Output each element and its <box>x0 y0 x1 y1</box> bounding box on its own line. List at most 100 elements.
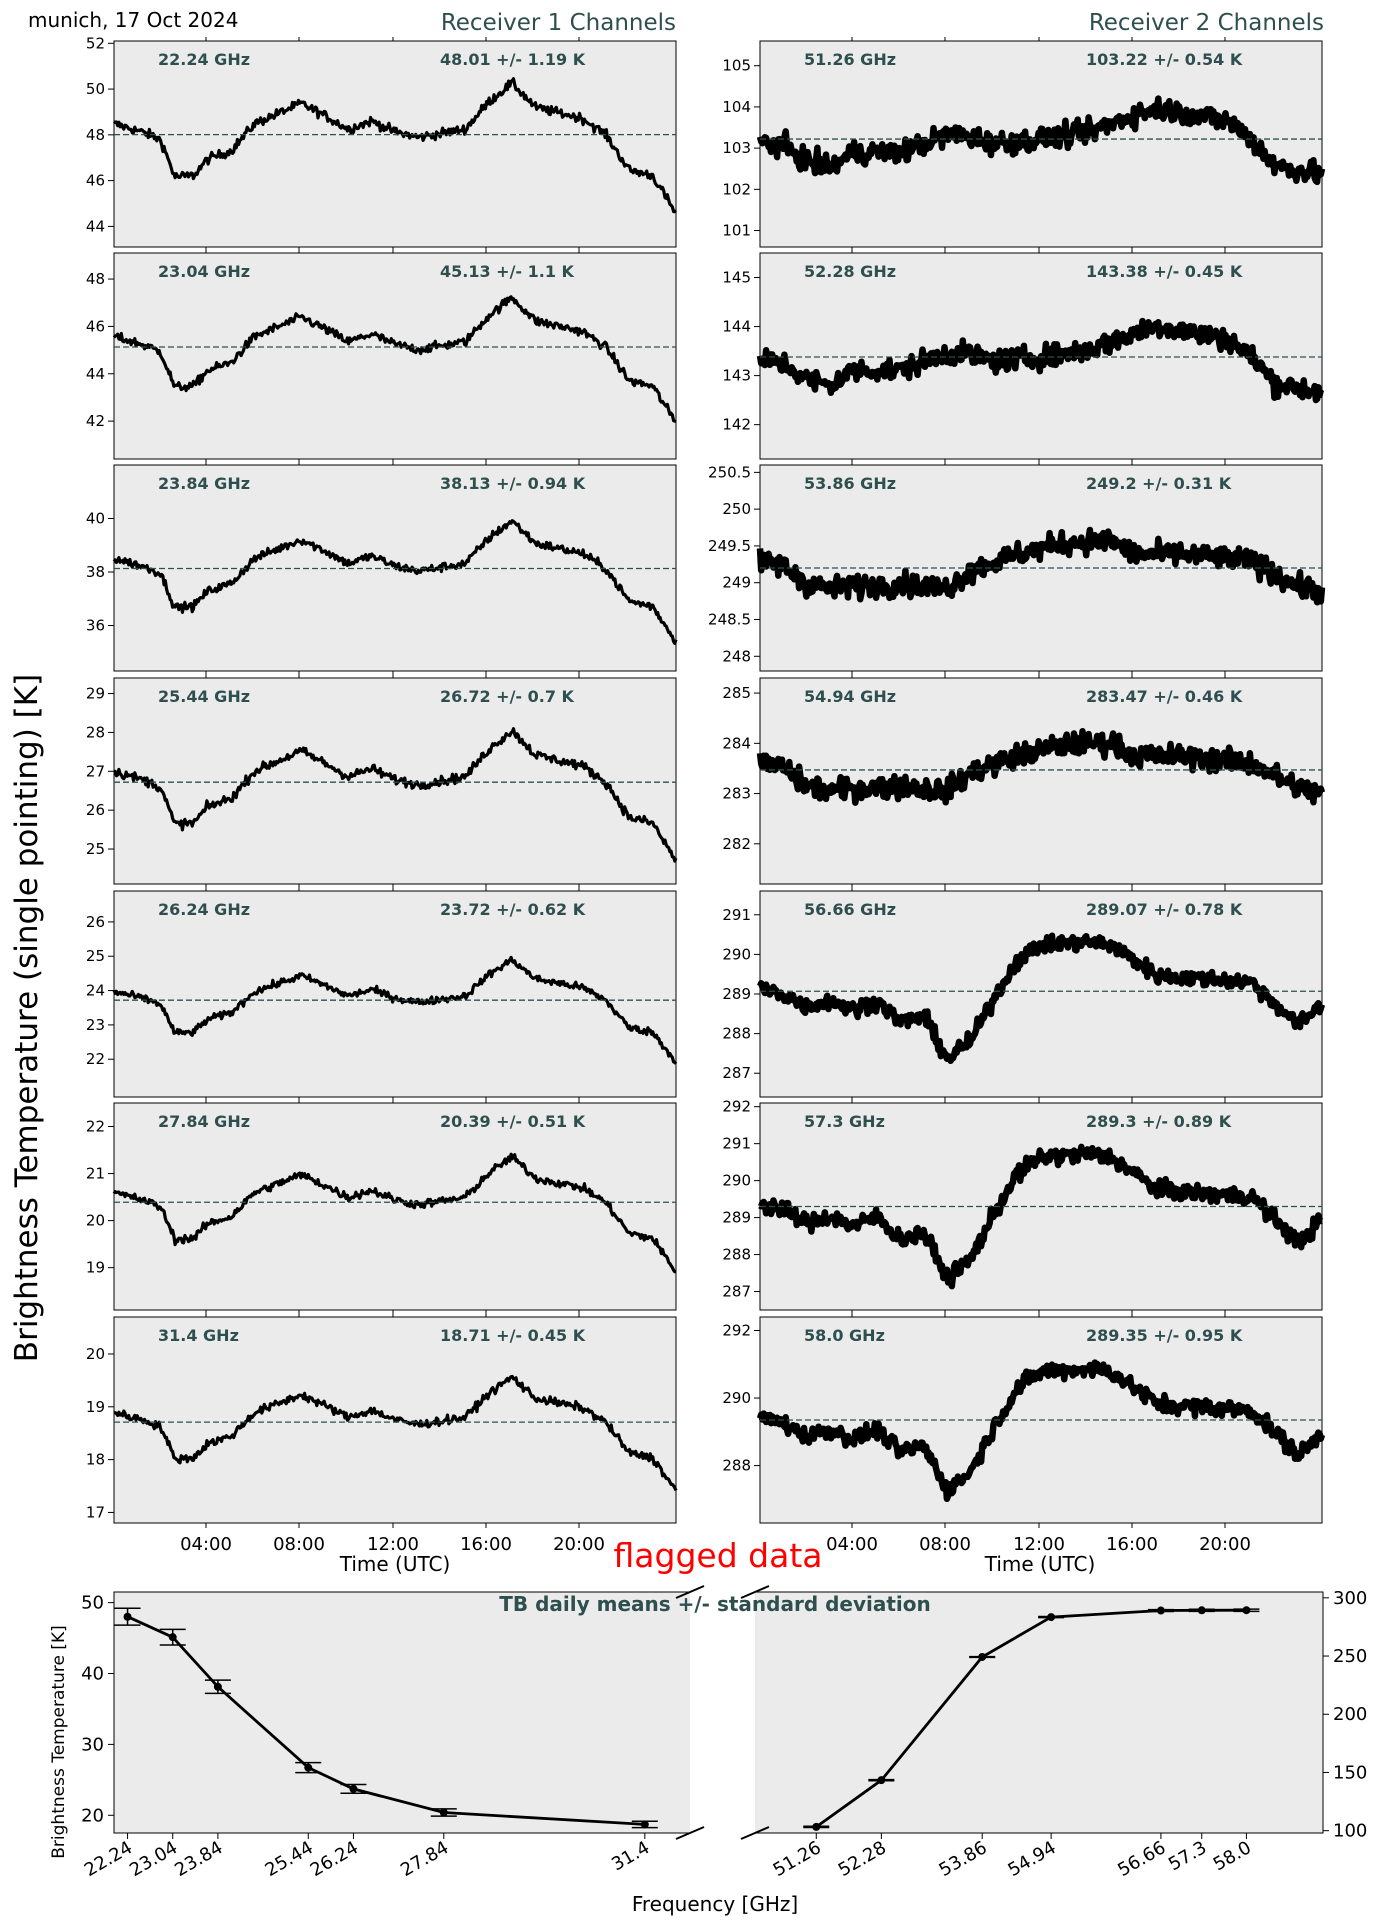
data-trace <box>757 932 1326 1065</box>
data-point <box>1047 1613 1056 1622</box>
data-point <box>304 1763 313 1772</box>
y-tick-label: 22 <box>86 1050 105 1068</box>
frequency-label: 56.66 GHz <box>804 900 896 919</box>
frequency-y-axis-label: Brightness Temperature [K] <box>49 1625 69 1859</box>
y-tick-label: 46 <box>86 172 105 190</box>
panel-background <box>113 252 677 460</box>
y-tick-label: 36 <box>86 617 105 635</box>
panel-r1-7: 17 18 19 20 31.4 GHz 18.71 +/- 0.45 K 04:00 08:… <box>86 1313 678 1555</box>
data-trace <box>757 1143 1325 1290</box>
right-y-tick-label: 300 <box>1333 1588 1367 1609</box>
y-tick-label: 144 <box>722 318 751 336</box>
data-trace <box>113 727 678 863</box>
panel-r1-2: 42 44 46 48 23.04 GHz 45.13 +/- 1.1 K <box>86 249 677 464</box>
data-trace <box>756 95 1326 186</box>
frequency-label: 22.24 GHz <box>158 50 250 69</box>
panel-r2-3: 248 248.5 249 249.5 250 250.5 53.86 GHz 249.2 +… <box>708 461 1326 676</box>
x-tick-label: 31.4 <box>608 1837 653 1875</box>
panel-r2-5: 287 288 289 290 291 56.66 GHz 289.07 +/- 0.78 … <box>722 887 1326 1102</box>
y-tick-label: 25 <box>86 840 105 858</box>
data-trace <box>756 1359 1326 1503</box>
data-trace <box>112 519 678 645</box>
y-tick-label: 22 <box>86 1118 105 1136</box>
y-tick-label: 38 <box>86 563 105 581</box>
y-tick-label: 46 <box>86 317 105 335</box>
data-trace <box>756 728 1326 806</box>
panel-r2-2: 142 143 144 145 52.28 GHz 143.38 +/- 0.45 K <box>722 249 1325 464</box>
y-tick-label: 288 <box>722 1025 751 1043</box>
y-tick-label: 48 <box>86 270 105 288</box>
mean-std-label: 18.71 +/- 0.45 K <box>440 1326 586 1345</box>
x-tick-label: 12:00 <box>367 1534 419 1555</box>
y-tick-label: 101 <box>722 222 751 240</box>
x-tick-label: 08:00 <box>273 1534 325 1555</box>
y-tick-label: 26 <box>86 913 105 931</box>
x-tick-label: 53.86 <box>936 1837 991 1881</box>
panel-r2-4: 282 283 284 285 54.94 GHz 283.47 +/- 0.46 K <box>722 674 1326 889</box>
x-tick-label: 04:00 <box>180 1534 232 1555</box>
receiver2-title: Receiver 2 Channels <box>1088 10 1324 36</box>
y-tick-label: 287 <box>722 1283 751 1301</box>
mean-std-label: 283.47 +/- 0.46 K <box>1086 687 1243 706</box>
receiver1-x-axis-label: Time (UTC) <box>339 1552 451 1576</box>
frequency-label: 31.4 GHz <box>158 1326 239 1345</box>
x-tick-label: 04:00 <box>826 1534 878 1555</box>
y-tick-label: 145 <box>722 269 751 287</box>
y-tick-label: 19 <box>86 1398 105 1416</box>
y-tick-label: 25 <box>86 947 105 965</box>
mean-std-label: 23.72 +/- 0.62 K <box>440 900 586 919</box>
mean-std-label: 103.22 +/- 0.54 K <box>1086 50 1243 69</box>
y-tick-label: 26 <box>86 801 105 819</box>
x-tick-label: 58.0 <box>1210 1837 1255 1875</box>
panel-r2-6: 287 288 289 290 291 292 57.3 GHz 289.3 +/- 0.89… <box>722 1098 1325 1315</box>
axis-break-mark <box>675 1826 705 1840</box>
data-point <box>978 1652 987 1661</box>
right-y-tick-label: 250 <box>1333 1646 1367 1667</box>
y-tick-label: 287 <box>722 1064 751 1082</box>
frequency-label: 23.04 GHz <box>158 262 250 281</box>
y-tick-label: 250 <box>722 500 751 518</box>
y-tick-label: 20 <box>86 1212 105 1230</box>
mean-std-label: 289.07 +/- 0.78 K <box>1086 900 1243 919</box>
y-tick-label: 290 <box>722 1172 751 1190</box>
receiver1-title: Receiver 1 Channels <box>440 10 676 36</box>
left-y-tick-label: 50 <box>81 1593 104 1614</box>
frequency-label: 23.84 GHz <box>158 474 250 493</box>
right-y-tick-label: 100 <box>1333 1821 1367 1842</box>
y-tick-label: 292 <box>722 1098 751 1116</box>
y-tick-label: 42 <box>86 412 105 430</box>
right-y-tick-label: 150 <box>1333 1762 1367 1783</box>
x-tick-label: 16:00 <box>460 1534 512 1555</box>
y-tick-label: 288 <box>722 1457 751 1475</box>
left-y-tick-label: 20 <box>81 1805 104 1826</box>
data-point <box>349 1784 358 1793</box>
axis-break-mark <box>740 1826 770 1840</box>
left-y-tick-label: 40 <box>81 1664 104 1685</box>
y-tick-label: 17 <box>86 1503 105 1521</box>
x-tick-label: 25.44 <box>262 1837 317 1881</box>
y-tick-label: 291 <box>722 1135 751 1153</box>
y-tick-label: 250.5 <box>708 463 751 481</box>
mean-std-label: 249.2 +/- 0.31 K <box>1086 474 1232 493</box>
panel-background <box>759 677 1323 885</box>
x-tick-label: 20:00 <box>1199 1534 1251 1555</box>
y-tick-label: 289 <box>722 1209 751 1227</box>
y-tick-label: 104 <box>722 98 751 116</box>
panel-r1-1: 44 46 48 50 52 22.24 GHz 48.01 +/- 1.19 K <box>86 34 678 252</box>
x-tick-label: 23.04 <box>126 1837 181 1881</box>
data-trace <box>112 77 678 214</box>
panel-r1-3: 36 38 40 23.84 GHz 38.13 +/- 0.94 K <box>86 461 678 676</box>
y-tick-label: 143 <box>722 367 751 385</box>
panel-r2-1: 101 102 103 104 105 51.26 GHz 103.22 +/- 0.54 … <box>722 37 1326 252</box>
mean-std-label: 20.39 +/- 0.51 K <box>440 1112 586 1131</box>
y-tick-label: 291 <box>722 906 751 924</box>
data-trace <box>113 1374 678 1492</box>
panel-r1-5: 22 23 24 25 26 26.24 GHz 23.72 +/- 0.62 K <box>86 887 678 1102</box>
x-tick-label: 16:00 <box>1106 1534 1158 1555</box>
mean-std-label: 45.13 +/- 1.1 K <box>440 262 575 281</box>
frequency-label: 25.44 GHz <box>158 687 250 706</box>
data-point <box>1242 1606 1251 1615</box>
data-point <box>213 1682 222 1691</box>
y-tick-label: 23 <box>86 1016 105 1034</box>
frequency-label: 51.26 GHz <box>804 50 896 69</box>
